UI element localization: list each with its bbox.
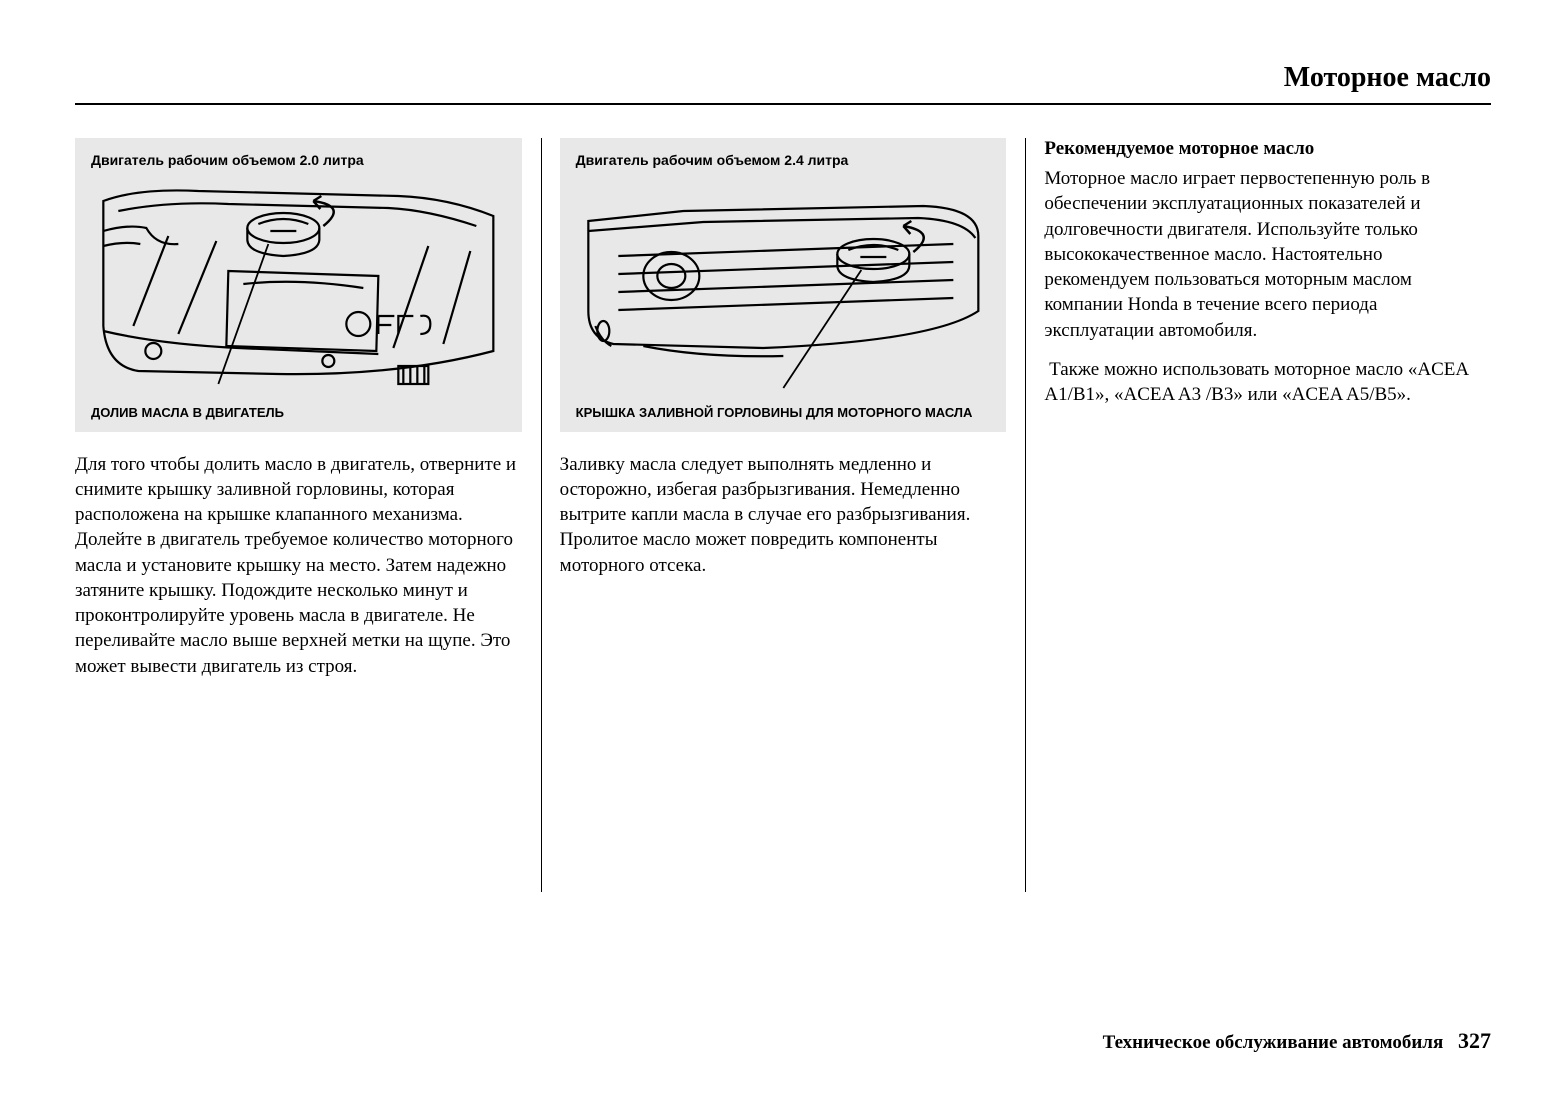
column-2: Двигатель рабочим объемом 2.4 литра bbox=[560, 138, 1007, 693]
column-divider-1 bbox=[541, 138, 542, 892]
column-3: Рекомендуемое моторное масло Моторное ма… bbox=[1044, 138, 1491, 693]
col3-para1: Моторное масло играет первостепенную рол… bbox=[1044, 166, 1491, 343]
footer-section: Техническое обслуживание автомобиля bbox=[1103, 1032, 1444, 1053]
page-number: 327 bbox=[1458, 1028, 1491, 1053]
figure-drawing-24 bbox=[576, 176, 991, 396]
figure-top-label: Двигатель рабочим объемом 2.4 литра bbox=[576, 152, 991, 168]
footer: Техническое обслуживание автомобиля 327 bbox=[1103, 1028, 1491, 1054]
figure-bottom-label: ДОЛИВ МАСЛА В ДВИГАТЕЛЬ bbox=[91, 404, 506, 422]
figure-engine-24: Двигатель рабочим объемом 2.4 литра bbox=[560, 138, 1007, 432]
column-1: Двигатель рабочим объемом 2.0 литра bbox=[75, 138, 522, 693]
figure-top-label: Двигатель рабочим объемом 2.0 литра bbox=[91, 152, 506, 168]
top-rule bbox=[75, 103, 1491, 105]
col1-para1: Для того чтобы долить масло в двигатель,… bbox=[75, 452, 522, 679]
col2-para1: Заливку масла следует выполнять медленно… bbox=[560, 452, 1007, 578]
section-heading: Рекомендуемое моторное масло bbox=[1044, 138, 1491, 160]
columns-container: Двигатель рабочим объемом 2.0 литра bbox=[75, 138, 1491, 693]
column-divider-2 bbox=[1025, 138, 1026, 892]
page-title: Моторное масло bbox=[1284, 62, 1491, 94]
engine-20-svg bbox=[91, 176, 506, 396]
engine-24-svg bbox=[576, 176, 991, 396]
figure-engine-20: Двигатель рабочим объемом 2.0 литра bbox=[75, 138, 522, 432]
col3-para2: Также можно использовать моторное масло … bbox=[1044, 357, 1491, 408]
figure-drawing-20 bbox=[91, 176, 506, 396]
figure-bottom-label: КРЫШКА ЗАЛИВНОЙ ГОРЛОВИНЫ ДЛЯ МОТОРНОГО … bbox=[576, 404, 991, 422]
